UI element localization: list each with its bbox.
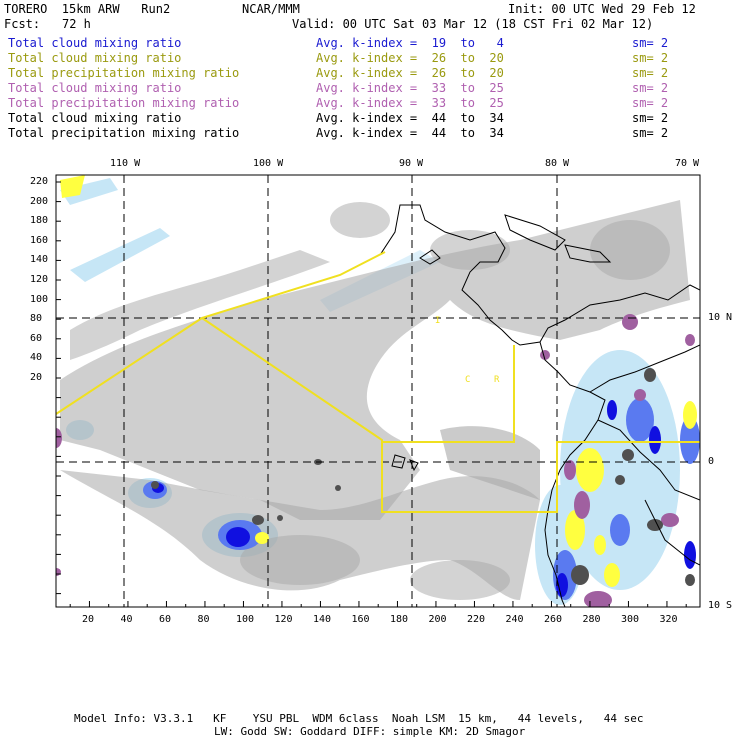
valid-time: Valid: 00 UTC Sat 03 Mar 12 (18 CST Fri …	[292, 17, 654, 31]
legend-field: Total cloud mixing ratio	[8, 81, 182, 95]
left-tick-label: 120	[30, 274, 49, 285]
legend-kindex: Avg. k-index = 33 to 25	[316, 96, 504, 110]
left-tick-label: 20	[30, 372, 43, 383]
legend-sm: sm= 2	[632, 81, 669, 95]
coastlines	[379, 204, 700, 607]
left-tick-label: 60	[30, 332, 43, 344]
field-shading	[56, 175, 700, 607]
right-lat-label: 10 S	[708, 600, 733, 611]
left-tick-label: 220	[30, 176, 49, 187]
left-tick-label: 160	[30, 234, 49, 246]
left-tick-label: 100	[30, 293, 49, 305]
bottom-tick-label: 40	[120, 614, 133, 625]
purple-cloud-shading	[56, 314, 695, 607]
legend-field: Total precipitation mixing ratio	[8, 126, 240, 140]
top-lon-label: 80 W	[545, 158, 570, 169]
legend-kindex: Avg. k-index = 44 to 34	[316, 111, 504, 125]
graticule	[56, 175, 700, 607]
bottom-tick-label: 320	[659, 614, 678, 625]
bottom-tick-label: 160	[351, 614, 370, 625]
init-time: Init: 00 UTC Wed 29 Feb 12	[508, 2, 696, 16]
bottom-tick-label: 220	[467, 614, 486, 625]
bottom-tick-label: 260	[544, 614, 563, 625]
right-lat-label: 10 N	[708, 312, 733, 323]
legend-field: Total cloud mixing ratio	[8, 51, 182, 65]
legend-field: Total precipitation mixing ratio	[8, 66, 240, 80]
domain-letters: I C R	[435, 316, 500, 385]
bottom-tick-label: 180	[390, 614, 409, 625]
right-lat-label: 0	[708, 456, 715, 467]
bottom-tick-label: 200	[428, 614, 447, 625]
top-lon-label: 110 W	[110, 158, 141, 169]
top-lon-label: 70 W	[675, 158, 700, 169]
svg-text:C: C	[465, 375, 470, 385]
legend-sm: sm= 2	[632, 126, 669, 140]
svg-text:I: I	[435, 316, 440, 326]
org-label: NCAR/MMM	[242, 2, 300, 16]
svg-text:R: R	[494, 375, 500, 385]
fcst-value: 72 h	[62, 17, 91, 31]
legend-kindex: Avg. k-index = 26 to 20	[316, 51, 504, 65]
model-title: TORERO 15km ARW Run2	[4, 2, 171, 16]
legend-kindex: Avg. k-index = 26 to 20	[316, 66, 504, 80]
bottom-tick-label: 240	[505, 614, 524, 625]
bottom-tick-label: 80	[197, 614, 210, 625]
tick-marks	[56, 175, 687, 607]
bottom-tick-label: 120	[274, 614, 293, 625]
footer-line-1: Model Info: V3.3.1 KF YSU PBL WDM 6class…	[74, 712, 644, 725]
fcst-label: Fcst:	[4, 17, 41, 31]
legend-field: Total cloud mixing ratio	[8, 36, 182, 50]
top-lon-label: 90 W	[399, 158, 424, 169]
bottom-tick-label: 140	[313, 614, 332, 625]
left-tick-label: 140	[30, 254, 49, 266]
bottom-tick-label: 280	[582, 614, 601, 625]
bottom-tick-label: 60	[159, 614, 172, 625]
footer-line-2: LW: Godd SW: Goddard DIFF: simple KM: 2D…	[214, 725, 526, 738]
legend-sm: sm= 2	[632, 36, 669, 50]
top-lon-label: 100 W	[253, 158, 284, 169]
gray-cloud-shading	[60, 200, 690, 600]
dark-gray-cloud-cores	[151, 368, 695, 586]
legend-kindex: Avg. k-index = 33 to 25	[316, 81, 504, 95]
legend-sm: sm= 2	[632, 111, 669, 125]
legend-field: Total precipitation mixing ratio	[8, 96, 240, 110]
domain-outlines	[55, 251, 700, 513]
legend-field: Total cloud mixing ratio	[8, 111, 182, 125]
legend-kindex: Avg. k-index = 44 to 34	[316, 126, 504, 140]
left-tick-label: 40	[30, 352, 43, 364]
bottom-tick-label: 300	[621, 614, 640, 625]
left-tick-label: 180	[30, 215, 49, 227]
legend-sm: sm= 2	[632, 96, 669, 110]
left-tick-label: 200	[30, 195, 49, 207]
left-tick-label: 80	[30, 313, 43, 325]
legend-sm: sm= 2	[632, 51, 669, 65]
bottom-tick-label: 20	[82, 614, 95, 625]
legend-sm: sm= 2	[632, 66, 669, 80]
bottom-tick-label: 100	[236, 614, 255, 625]
legend-kindex: Avg. k-index = 19 to 4	[316, 36, 504, 50]
yellow-cloud-shading	[60, 175, 697, 587]
dark-blue-cloud-shading	[152, 400, 696, 597]
